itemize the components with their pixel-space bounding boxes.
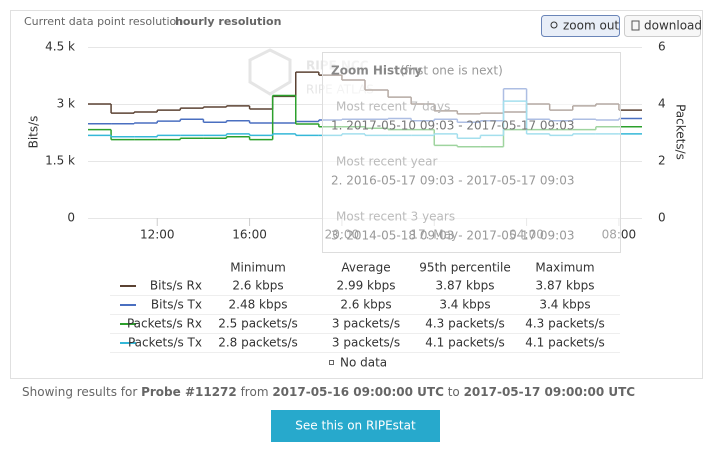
resolution-value: hourly resolution [175, 15, 281, 28]
stats-cell: 2.8 packets/s [218, 336, 298, 350]
button-bg [624, 15, 701, 37]
button-label: download [644, 19, 702, 33]
footer-text: Showing results for Probe #11272 from 20… [22, 385, 635, 399]
stats-cell: 4.1 packets/s [425, 336, 505, 350]
resolution-label: Current data point resolution: [24, 15, 187, 28]
popup-range: 1. 2017-05-10 09:03 - 2017-05-17 09:03 [331, 119, 575, 133]
footer-part: 2017-05-16 09:00:00 UTC [272, 385, 444, 399]
popup-title: Zoom History [331, 64, 422, 78]
stats-header: Average [341, 261, 390, 275]
stats-cell: 2.99 kbps [337, 279, 396, 293]
y-tick-label: 0 [67, 211, 75, 225]
popup-note: (first one is next) [400, 64, 503, 78]
stats-cell: 3 packets/s [332, 336, 400, 350]
y-axis-title: Bits/s [27, 116, 41, 149]
legend-entry: Packets/s Rx [127, 317, 202, 331]
popup-caption: Most recent 7 days [336, 100, 450, 114]
popup-range: 3. 2014-05-18 09:03 - 2017-05-17 09:03 [331, 229, 575, 243]
stats-cell: 2.6 kbps [340, 298, 391, 312]
logo [248, 48, 292, 96]
stats-cell: 2.5 packets/s [218, 317, 298, 331]
stats-table: Minimum Average 95th percentile Maximum Bits… [110, 261, 620, 370]
y-tick-label: 1.5 k [45, 154, 75, 168]
y2-tick-label: 2 [658, 154, 666, 168]
footer-part: to [444, 385, 464, 399]
zoom-out-button[interactable]: zoom out [541, 15, 620, 37]
zoom-history: Zoom History (first one is next) Most re… [322, 52, 621, 253]
y-tick-label: 3 k [57, 97, 75, 111]
stats-cell: 3.87 kbps [536, 279, 595, 293]
popup-bg [322, 52, 621, 253]
legend-entry: Packets/s Tx [128, 336, 202, 350]
y2-axis-title: Packets/s [674, 104, 688, 160]
footer-part: Probe #11272 [141, 385, 237, 399]
button-label: zoom out [563, 19, 619, 33]
stats-header: 95th percentile [419, 261, 510, 275]
stats-cell: 3.4 kbps [439, 298, 490, 312]
popup-caption: Most recent year [336, 155, 437, 169]
legend-entry: Bits/s Tx [151, 298, 202, 312]
button-bg [271, 410, 440, 442]
stats-cell: 2.6 kbps [232, 279, 283, 293]
stats-header: Maximum [535, 261, 594, 275]
ripestat-button[interactable]: See this on RIPEstat [271, 410, 440, 442]
no-data-label: No data [340, 356, 387, 370]
y2-tick-label: 0 [658, 211, 666, 225]
footer-part: from [237, 385, 273, 399]
x-tick-label: 12:00 [140, 228, 175, 242]
footer-part: 2017-05-17 09:00:00 UTC [464, 385, 636, 399]
popup-range: 2. 2016-05-17 09:03 - 2017-05-17 09:03 [331, 174, 575, 188]
y2-tick-label: 6 [658, 40, 666, 54]
stats-cell: 3.87 kbps [436, 279, 495, 293]
popup-caption: Most recent 3 years [336, 210, 455, 224]
button-label: See this on RIPEstat [295, 419, 416, 433]
legend-entry: Bits/s Rx [150, 279, 202, 293]
stats-cell: 4.3 packets/s [525, 317, 605, 331]
stats-cell: 3.4 kbps [539, 298, 590, 312]
y-tick-label: 4.5 k [45, 40, 75, 54]
no-data-icon [329, 360, 334, 365]
button-bg [541, 15, 620, 37]
footer-part: Showing results for [22, 385, 141, 399]
stats-cell: 2.48 kbps [229, 298, 288, 312]
icon [550, 21, 558, 29]
y2-tick-label: 4 [658, 97, 666, 111]
x-tick-label: 16:00 [232, 228, 267, 242]
stats-cell: 3 packets/s [332, 317, 400, 331]
icon [631, 20, 640, 31]
stats-header: Minimum [230, 261, 286, 275]
stats-cell: 4.1 packets/s [525, 336, 605, 350]
stats-cell: 4.3 packets/s [425, 317, 505, 331]
download-button[interactable]: download [624, 15, 703, 37]
